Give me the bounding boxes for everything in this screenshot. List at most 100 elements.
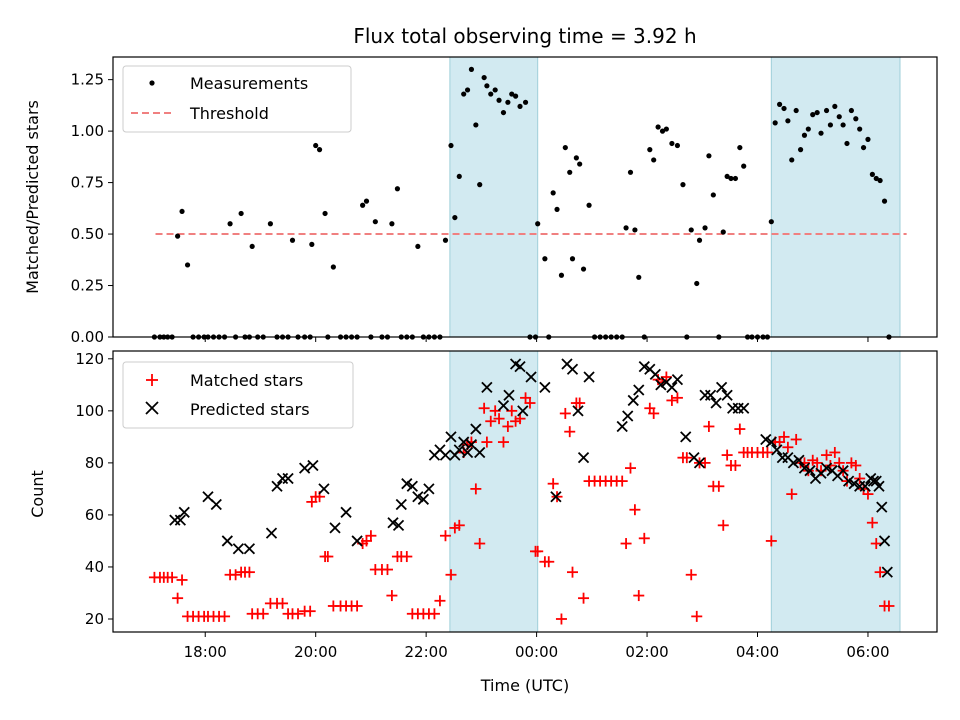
- predicted-stars-point: [174, 514, 187, 526]
- predicted-stars-point: [798, 462, 811, 474]
- predicted-stars-point: [765, 436, 777, 448]
- chart-title: Flux total observing time = 3.92 h: [353, 24, 696, 48]
- matched-stars-point: [616, 475, 628, 487]
- measurement-point: [492, 87, 498, 93]
- predicted-stars-point: [787, 457, 800, 469]
- predicted-stars-point: [704, 389, 717, 401]
- x-b: [470, 423, 482, 435]
- matched-stars-point: [648, 407, 660, 419]
- x-b: [525, 371, 537, 383]
- x-b: [561, 358, 573, 370]
- matched-stars-point: [703, 420, 715, 432]
- matched-stars-point: [219, 610, 231, 622]
- x-b: [660, 376, 673, 388]
- measurement-point: [249, 243, 255, 250]
- x-axis-label: Time (UTC): [480, 676, 569, 695]
- x-b: [577, 452, 590, 464]
- predicted-stars-point: [470, 423, 482, 435]
- predicted-stars-point: [503, 389, 515, 401]
- data-marks: [148, 66, 907, 625]
- measurement-point: [688, 227, 694, 233]
- measurement-point: [728, 175, 734, 182]
- x-b: [787, 457, 800, 469]
- x-b: [329, 522, 341, 534]
- predicted-stars-point: [727, 402, 739, 414]
- predicted-stars-point: [572, 405, 584, 417]
- x-b: [458, 436, 470, 448]
- predicted-stars-point: [351, 535, 363, 547]
- legend-matched-label: Matched stars: [190, 371, 303, 390]
- measurement-point: [818, 130, 824, 136]
- predicted-stars-point: [243, 543, 256, 555]
- x-b: [497, 400, 510, 412]
- predicted-stars-point: [848, 478, 860, 490]
- matched-stars-point: [322, 551, 334, 563]
- matched-stars-point: [381, 564, 393, 576]
- x-b: [622, 410, 634, 422]
- measurement-point: [488, 91, 494, 97]
- x-tick-label: 04:00: [736, 643, 779, 661]
- x-b: [842, 475, 855, 487]
- shaded-interval-0-1: [771, 57, 900, 337]
- predicted-stars-point: [870, 475, 882, 487]
- measurement-point: [724, 173, 730, 180]
- predicted-stars-point: [514, 360, 526, 373]
- y-tick-label: 0.00: [71, 328, 104, 346]
- matched-stars-point: [470, 483, 482, 495]
- x-b: [514, 360, 526, 373]
- tick-marks: [108, 79, 869, 637]
- x-b: [644, 363, 656, 375]
- predicted-stars-point: [804, 465, 816, 477]
- predicted-stars-point: [417, 493, 430, 505]
- x-b: [826, 465, 838, 477]
- matched-stars-point: [874, 566, 886, 578]
- x-b: [633, 384, 645, 396]
- measurement-point: [768, 219, 774, 225]
- predicted-stars-point: [318, 483, 330, 495]
- legend-top: Measurements Threshold: [122, 65, 352, 133]
- measurement-point: [720, 229, 726, 235]
- x-b: [820, 462, 833, 474]
- matched-stars-point: [243, 566, 255, 578]
- matched-stars-point: [578, 592, 590, 604]
- measurement-point: [567, 169, 573, 175]
- x-b: [509, 358, 522, 370]
- measurement-point: [772, 120, 778, 126]
- x-b: [174, 514, 187, 526]
- predicted-stars-point: [474, 446, 486, 459]
- x-b: [401, 478, 413, 490]
- x-b: [439, 449, 452, 461]
- matched-stars-point: [699, 457, 711, 469]
- predicted-stars-point: [771, 444, 783, 456]
- predicted-stars-point: [392, 519, 405, 531]
- x-b: [434, 444, 446, 456]
- matched-stars-point: [790, 433, 802, 445]
- x-b: [539, 381, 551, 394]
- measurement-point: [785, 118, 791, 124]
- measurement-point: [801, 132, 808, 138]
- measurement-point: [316, 147, 323, 153]
- x-b: [765, 436, 777, 448]
- x-b: [417, 493, 430, 505]
- matched-stars-point: [786, 488, 798, 500]
- x-b: [572, 405, 584, 417]
- measurement-point: [674, 142, 681, 149]
- predicted-stars-point: [169, 514, 181, 526]
- x-b: [710, 397, 722, 409]
- matched-stars-point: [660, 371, 672, 383]
- predicted-stars-point: [842, 475, 855, 487]
- measurement-point: [706, 153, 712, 159]
- measurement-point: [309, 241, 315, 247]
- predicted-stars-point: [395, 498, 407, 511]
- matched-stars-point: [502, 420, 514, 432]
- predicted-stars-point: [633, 384, 645, 396]
- matched-stars-point: [559, 407, 571, 419]
- measurement-point: [832, 103, 838, 110]
- measurement-point: [517, 103, 523, 110]
- y-tick-label: 0.25: [71, 277, 104, 295]
- measurement-point: [827, 122, 834, 128]
- measurement-point: [702, 225, 708, 231]
- measurement-point: [227, 221, 233, 227]
- predicted-stars-point: [271, 480, 283, 492]
- measurement-point: [573, 155, 579, 161]
